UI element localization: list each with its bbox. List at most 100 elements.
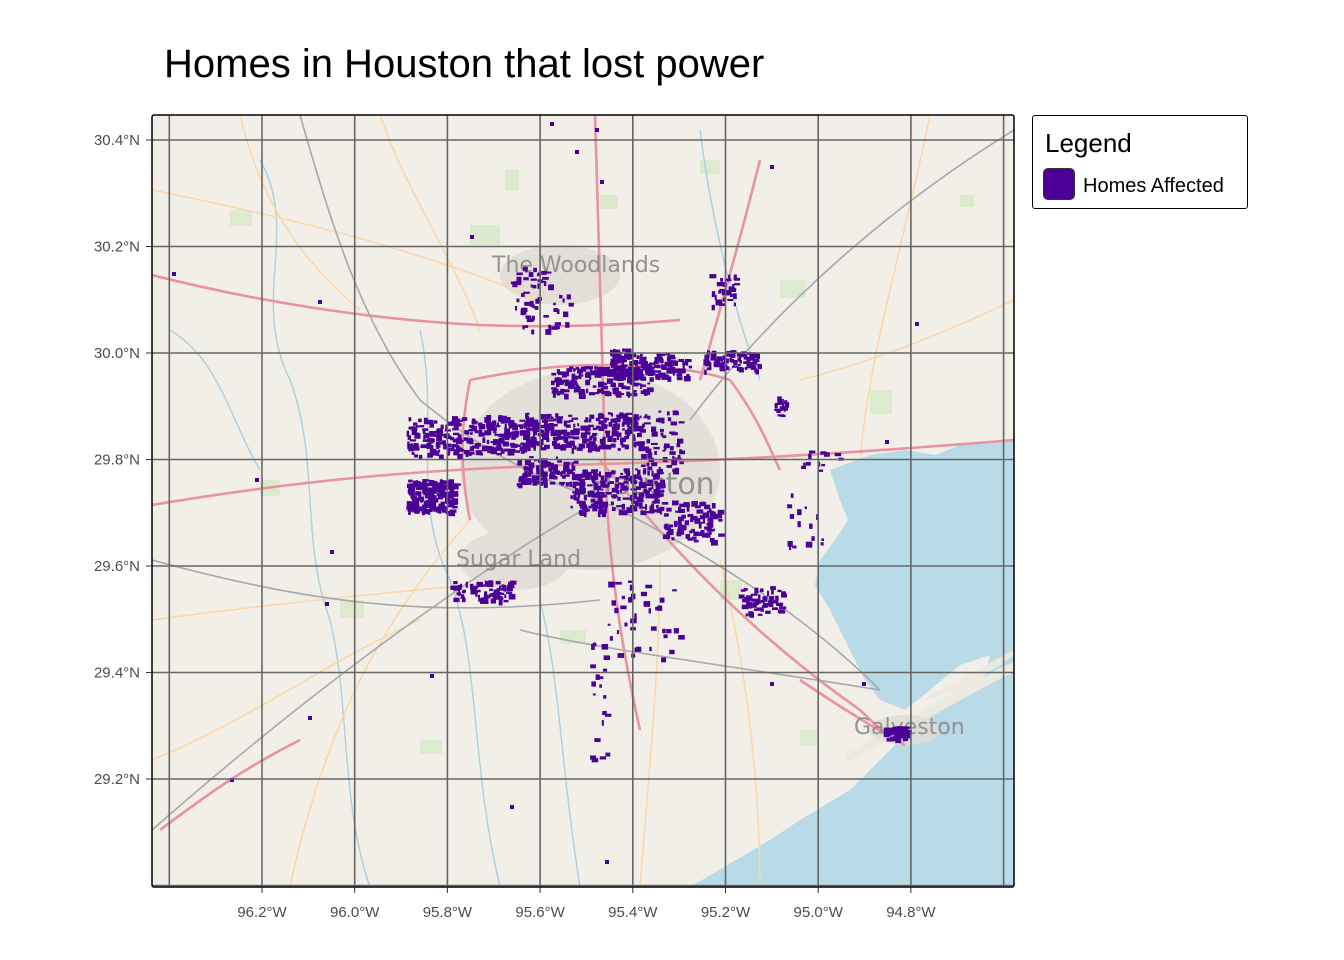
outage-patch [664, 446, 667, 451]
outage-patch [619, 489, 622, 493]
outage-patch [486, 439, 490, 445]
outage-patch [588, 392, 596, 396]
outage-patch [809, 523, 813, 529]
outage-patch [428, 479, 431, 486]
outage-patch [634, 613, 637, 620]
outage-patch [678, 635, 685, 640]
graticule [152, 115, 1014, 887]
outage-patch [639, 415, 642, 419]
outage-patch [694, 518, 701, 524]
outage-patch [777, 396, 782, 403]
outage-patch [637, 370, 644, 377]
outage-patch [628, 580, 632, 583]
outage-patch [568, 436, 574, 439]
outage-patch [655, 484, 662, 489]
outage-patch [490, 441, 494, 444]
outage-patch [532, 431, 538, 436]
outage-patch [532, 475, 540, 481]
outage-patch [585, 371, 591, 377]
outage-patch [635, 468, 638, 471]
outage-patch [512, 425, 518, 431]
outage-patch [616, 353, 620, 359]
outage-patch [502, 441, 509, 447]
outage-patch [520, 446, 524, 449]
outage-patch [542, 478, 548, 484]
outage-patch [508, 581, 512, 587]
outage-patch [626, 369, 632, 373]
outage-patch [471, 418, 476, 422]
outage-patch [611, 371, 619, 376]
outage-patch [633, 506, 638, 512]
outage-patch [655, 606, 659, 611]
outage-patch [432, 486, 440, 493]
outage-patch [553, 302, 556, 306]
outage-patch [623, 371, 630, 377]
outage-patch [419, 425, 425, 428]
outage-patch [520, 447, 523, 451]
outage-patch [685, 534, 691, 539]
outage-patch [671, 432, 678, 436]
outage-patch [422, 428, 429, 431]
outage-patch [446, 449, 451, 456]
outage-patch [662, 435, 667, 439]
outage-patch [713, 363, 717, 366]
outage-patch [411, 432, 416, 435]
outage-patch [469, 446, 474, 452]
outage-patch [643, 416, 650, 419]
outage-patch [720, 364, 724, 368]
x-tick-label: 94.8°W [886, 904, 936, 921]
outage-patch [758, 594, 761, 600]
outage-patch [562, 475, 566, 479]
place-label-the-woodlands: The Woodlands [491, 253, 660, 278]
outage-patch [408, 445, 415, 449]
outage-patch [596, 366, 604, 373]
outage-patch [655, 370, 662, 373]
outage-patch [733, 360, 738, 366]
outage-patch [499, 588, 506, 591]
outage-patch [519, 419, 526, 422]
outage-patch [656, 482, 662, 485]
outage-patch [501, 415, 508, 421]
outage-patch [709, 529, 714, 532]
outage-patch [556, 417, 563, 424]
outage-patch [425, 432, 430, 439]
outage-patch [584, 419, 589, 423]
outage-patch [528, 471, 532, 477]
outage-patch [665, 353, 671, 356]
outage-patch [619, 355, 626, 359]
outage-patch [670, 361, 674, 368]
outage-patch [770, 586, 776, 590]
outage-patch [597, 390, 601, 394]
outage-patch [637, 376, 640, 379]
outage-patch [406, 430, 410, 437]
outage-patch [523, 277, 529, 281]
outage-patch [603, 695, 607, 699]
outage-patch [605, 860, 609, 864]
outage-patch [640, 383, 643, 389]
outage-patch [516, 298, 520, 303]
outage-patch [531, 329, 535, 335]
outage-patch [516, 272, 523, 276]
outage-patch [526, 318, 534, 323]
outage-patch [652, 509, 658, 513]
outage-patch [483, 595, 488, 598]
outage-patch [711, 291, 716, 298]
outage-patch [661, 657, 667, 663]
outage-patch [572, 368, 575, 372]
outage-patch [549, 425, 555, 431]
outage-patch [506, 428, 510, 434]
outage-patch [635, 366, 641, 371]
outage-patch [770, 165, 774, 169]
outage-patch [501, 584, 505, 591]
outage-patch [428, 495, 433, 501]
outage-patch [564, 420, 571, 423]
outage-patch [544, 419, 548, 426]
outage-patch [605, 424, 608, 427]
outage-patch [733, 274, 737, 280]
outage-patch [693, 539, 699, 543]
outage-patch [452, 416, 459, 422]
outage-patch [895, 737, 902, 744]
outage-patch [600, 492, 605, 495]
outage-patch [408, 417, 412, 422]
outage-patch [633, 360, 639, 365]
